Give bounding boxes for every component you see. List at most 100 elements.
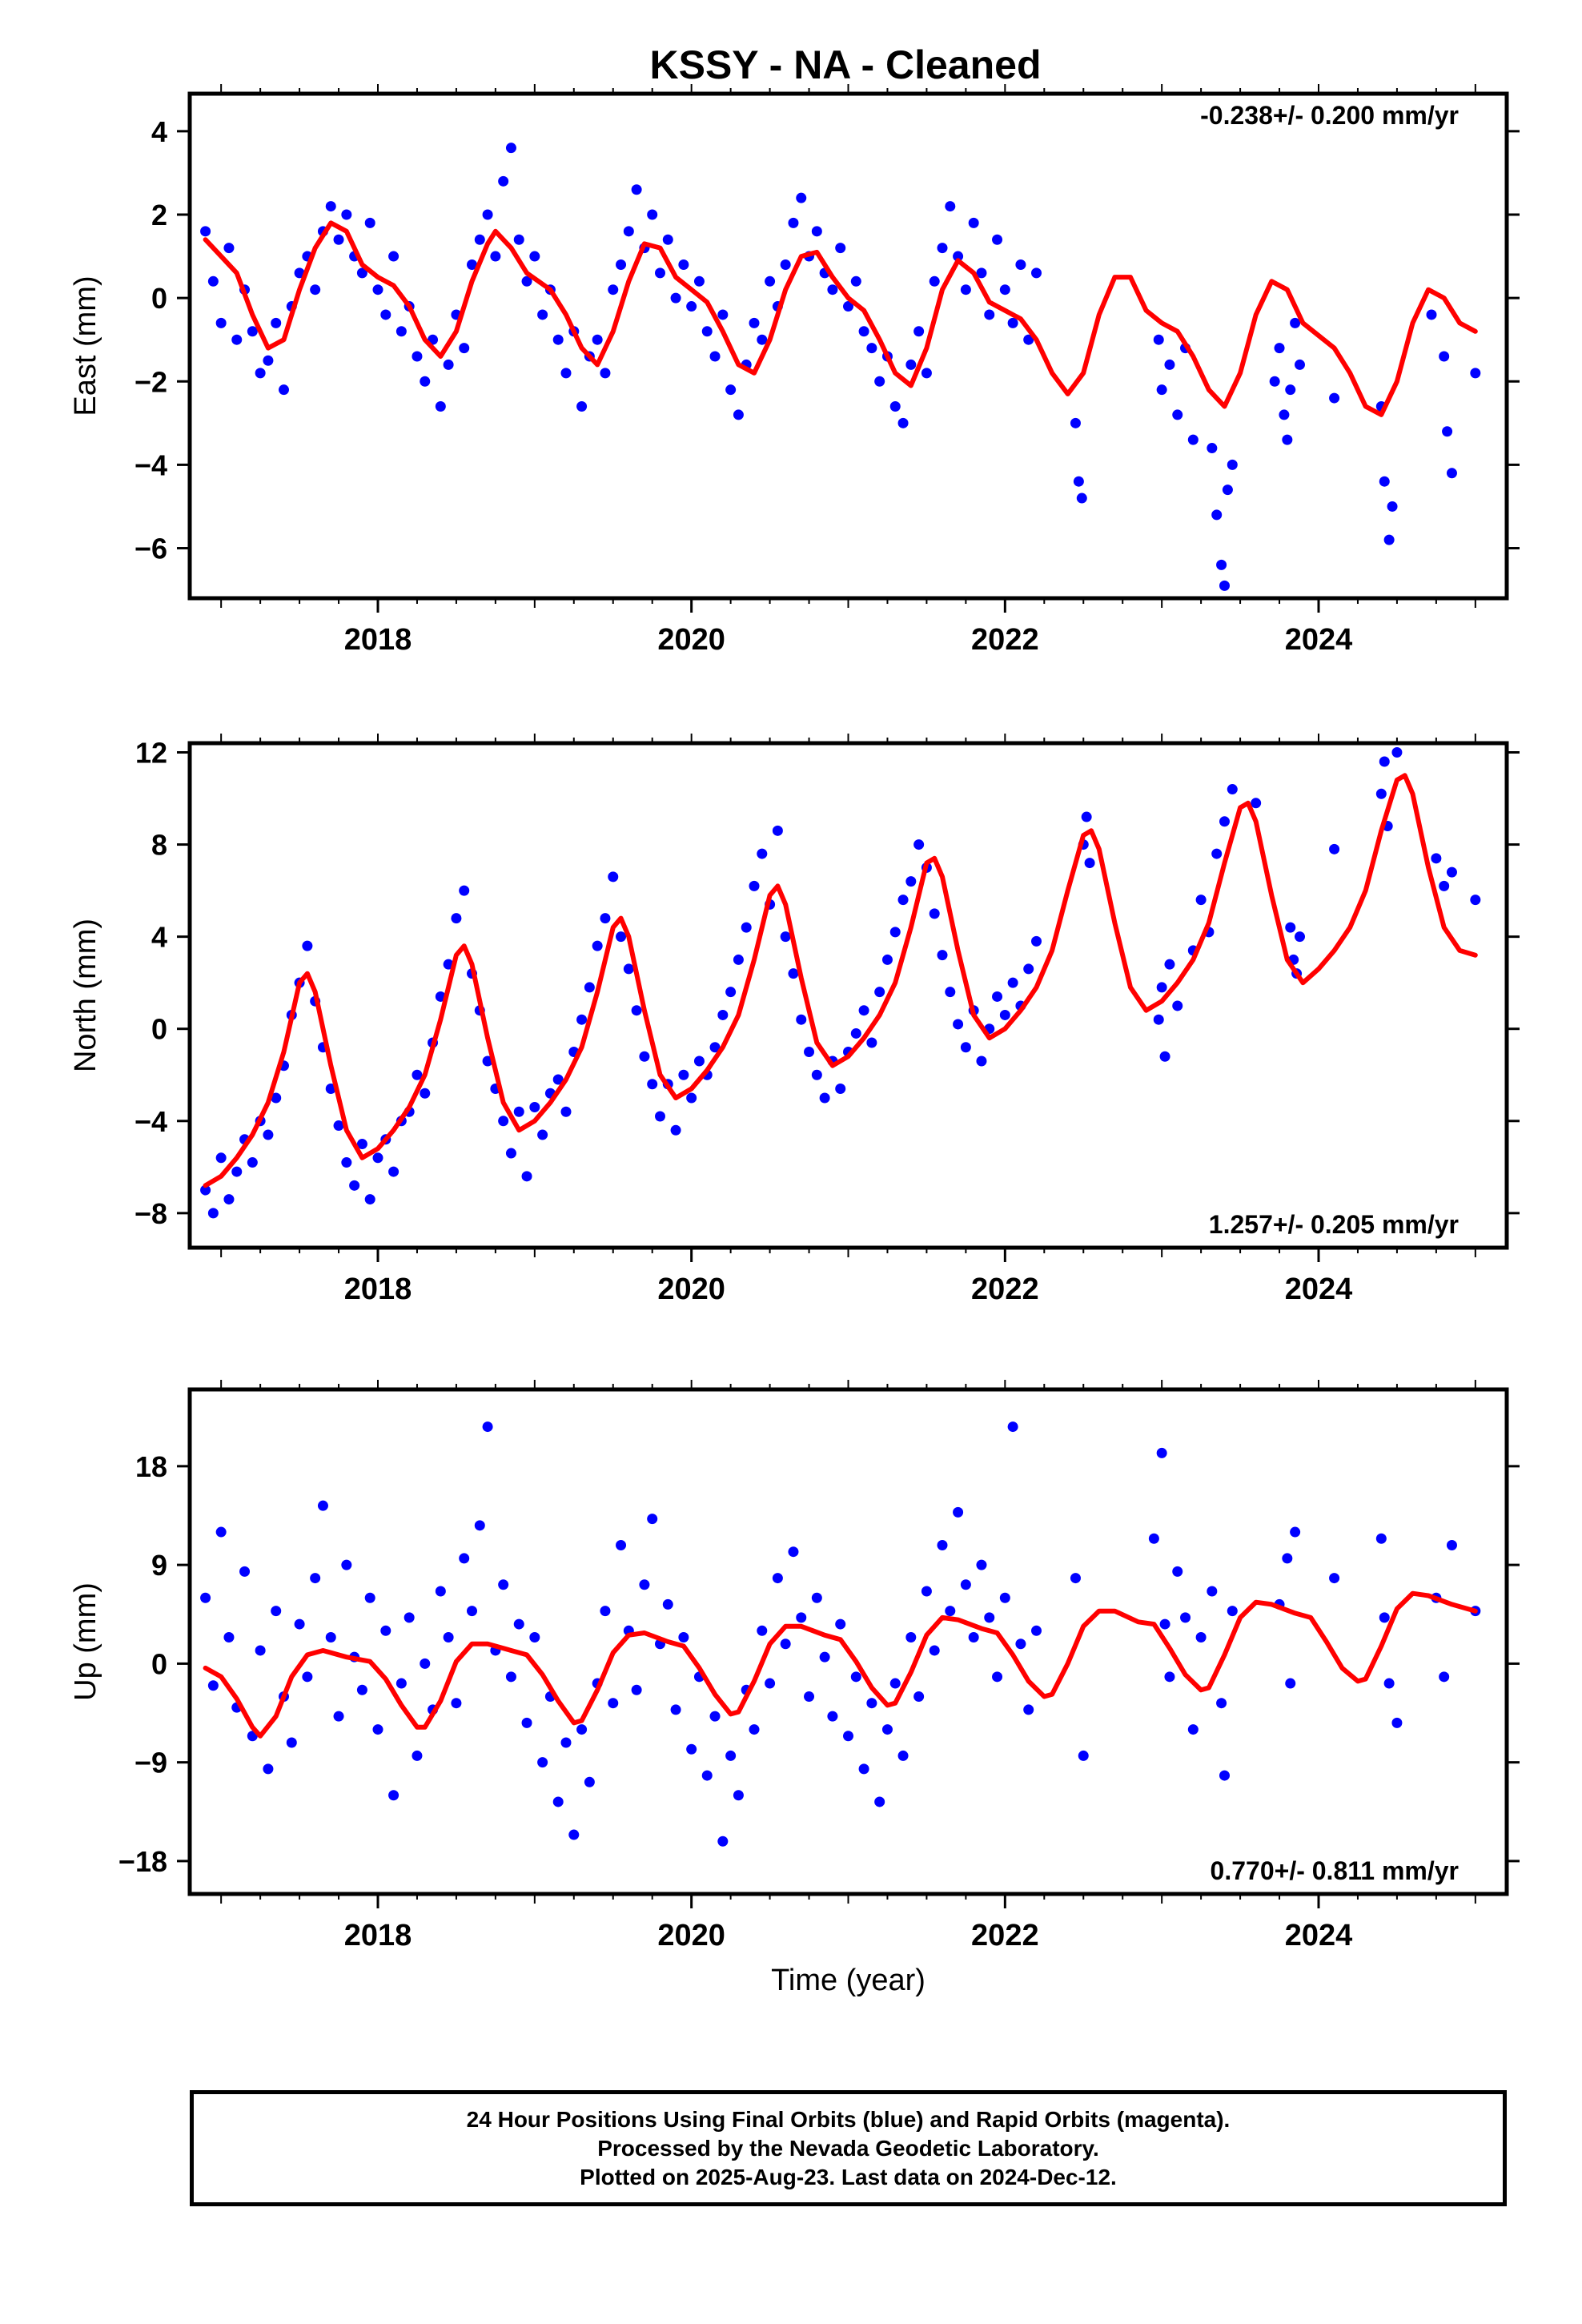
data-point bbox=[733, 409, 744, 420]
data-point bbox=[576, 1724, 588, 1735]
data-point bbox=[420, 1088, 431, 1099]
data-point bbox=[913, 1691, 925, 1702]
data-point bbox=[984, 1612, 995, 1623]
y-axis-label: North (mm) bbox=[69, 919, 102, 1072]
rate-label: 0.770+/- 0.811 mm/yr bbox=[1211, 1856, 1459, 1885]
data-point bbox=[1446, 1539, 1457, 1550]
data-point bbox=[1172, 409, 1183, 420]
x-tick-label: 2022 bbox=[971, 623, 1039, 657]
data-point bbox=[435, 1586, 446, 1597]
data-point bbox=[451, 1698, 462, 1709]
data-point bbox=[804, 1046, 815, 1057]
data-point bbox=[811, 226, 822, 237]
data-point bbox=[1391, 747, 1403, 758]
data-point bbox=[1153, 334, 1164, 345]
data-point bbox=[866, 343, 877, 354]
panel-east: 2018 2020 2022 2024 −6 −4 −2 0 2 4 East (mm) -0.238… bbox=[69, 84, 1520, 657]
data-point bbox=[200, 226, 211, 237]
data-point bbox=[380, 309, 391, 320]
data-point bbox=[255, 1645, 266, 1656]
panel-north: 2018 2020 2022 2024 −8 −4 0 4 8 12 North (mm) 1.257… bbox=[69, 734, 1520, 1306]
data-point bbox=[749, 317, 760, 328]
data-point bbox=[1227, 459, 1238, 470]
data-point bbox=[1023, 963, 1034, 975]
data-point bbox=[333, 234, 344, 245]
panel-frame bbox=[187, 1387, 1509, 1896]
data-point bbox=[881, 954, 893, 965]
data-point bbox=[889, 1678, 901, 1689]
data-point bbox=[1159, 1051, 1170, 1062]
data-point bbox=[647, 1079, 658, 1090]
data-point bbox=[396, 326, 407, 337]
data-point bbox=[521, 1171, 532, 1182]
data-point bbox=[1285, 384, 1296, 396]
data-point bbox=[207, 275, 219, 287]
data-point bbox=[1078, 1750, 1089, 1761]
data-point bbox=[897, 417, 909, 428]
data-point bbox=[772, 825, 783, 836]
data-point bbox=[804, 1691, 815, 1702]
x-tick-label: 2018 bbox=[344, 1273, 412, 1306]
data-point bbox=[835, 1618, 846, 1630]
data-point bbox=[788, 1546, 799, 1558]
data-point bbox=[701, 326, 713, 337]
data-point bbox=[302, 1671, 313, 1683]
data-point bbox=[999, 1592, 1010, 1603]
data-point bbox=[1084, 858, 1095, 869]
data-point bbox=[552, 334, 564, 345]
y-tick-label: 0 bbox=[151, 1013, 167, 1046]
y-tick-label: 0 bbox=[151, 282, 167, 315]
data-point bbox=[655, 267, 665, 279]
data-point bbox=[1470, 368, 1481, 379]
data-point bbox=[200, 1184, 211, 1196]
data-point bbox=[388, 1166, 400, 1177]
data-point bbox=[443, 359, 454, 370]
data-point bbox=[286, 1737, 297, 1748]
data-point bbox=[741, 922, 752, 933]
data-point bbox=[263, 1129, 274, 1140]
data-point bbox=[435, 400, 446, 412]
panel-frame bbox=[187, 91, 1509, 601]
data-point bbox=[1279, 409, 1290, 420]
data-point bbox=[584, 1776, 595, 1787]
data-point bbox=[1375, 788, 1387, 799]
data-point bbox=[693, 1055, 705, 1067]
data-point bbox=[576, 1014, 588, 1025]
data-point bbox=[294, 267, 305, 279]
y-tick-label: −6 bbox=[135, 533, 167, 565]
data-point bbox=[858, 1005, 869, 1016]
x-tick-label: 2024 bbox=[1285, 1919, 1353, 1952]
data-point bbox=[953, 251, 964, 262]
data-point bbox=[1329, 392, 1340, 404]
data-point bbox=[953, 1019, 964, 1030]
data-point bbox=[1159, 1618, 1170, 1630]
data-point bbox=[451, 913, 462, 924]
data-point bbox=[521, 275, 532, 287]
data-point bbox=[1031, 1625, 1042, 1636]
data-point bbox=[474, 234, 485, 245]
model-curve bbox=[203, 773, 1478, 1188]
data-point bbox=[279, 384, 289, 396]
data-point bbox=[709, 351, 721, 362]
data-point bbox=[623, 226, 634, 237]
data-point bbox=[1216, 1698, 1227, 1709]
data-point bbox=[1439, 1671, 1450, 1683]
data-point bbox=[207, 1680, 219, 1691]
data-point bbox=[1295, 931, 1305, 943]
y-tick-label: 0 bbox=[151, 1647, 167, 1680]
data-point bbox=[905, 1632, 917, 1643]
data-point bbox=[992, 1671, 1003, 1683]
x-tick-label: 2018 bbox=[344, 623, 412, 657]
data-point bbox=[757, 1625, 768, 1636]
data-point bbox=[678, 1069, 689, 1080]
data-point bbox=[889, 400, 901, 412]
data-point bbox=[827, 1711, 838, 1722]
data-point bbox=[968, 1632, 979, 1643]
plot-area bbox=[200, 747, 1481, 1219]
data-point bbox=[835, 1084, 846, 1095]
data-point bbox=[356, 1139, 367, 1150]
data-point bbox=[1379, 756, 1390, 767]
data-point bbox=[1282, 1553, 1293, 1564]
data-point bbox=[992, 991, 1003, 1002]
